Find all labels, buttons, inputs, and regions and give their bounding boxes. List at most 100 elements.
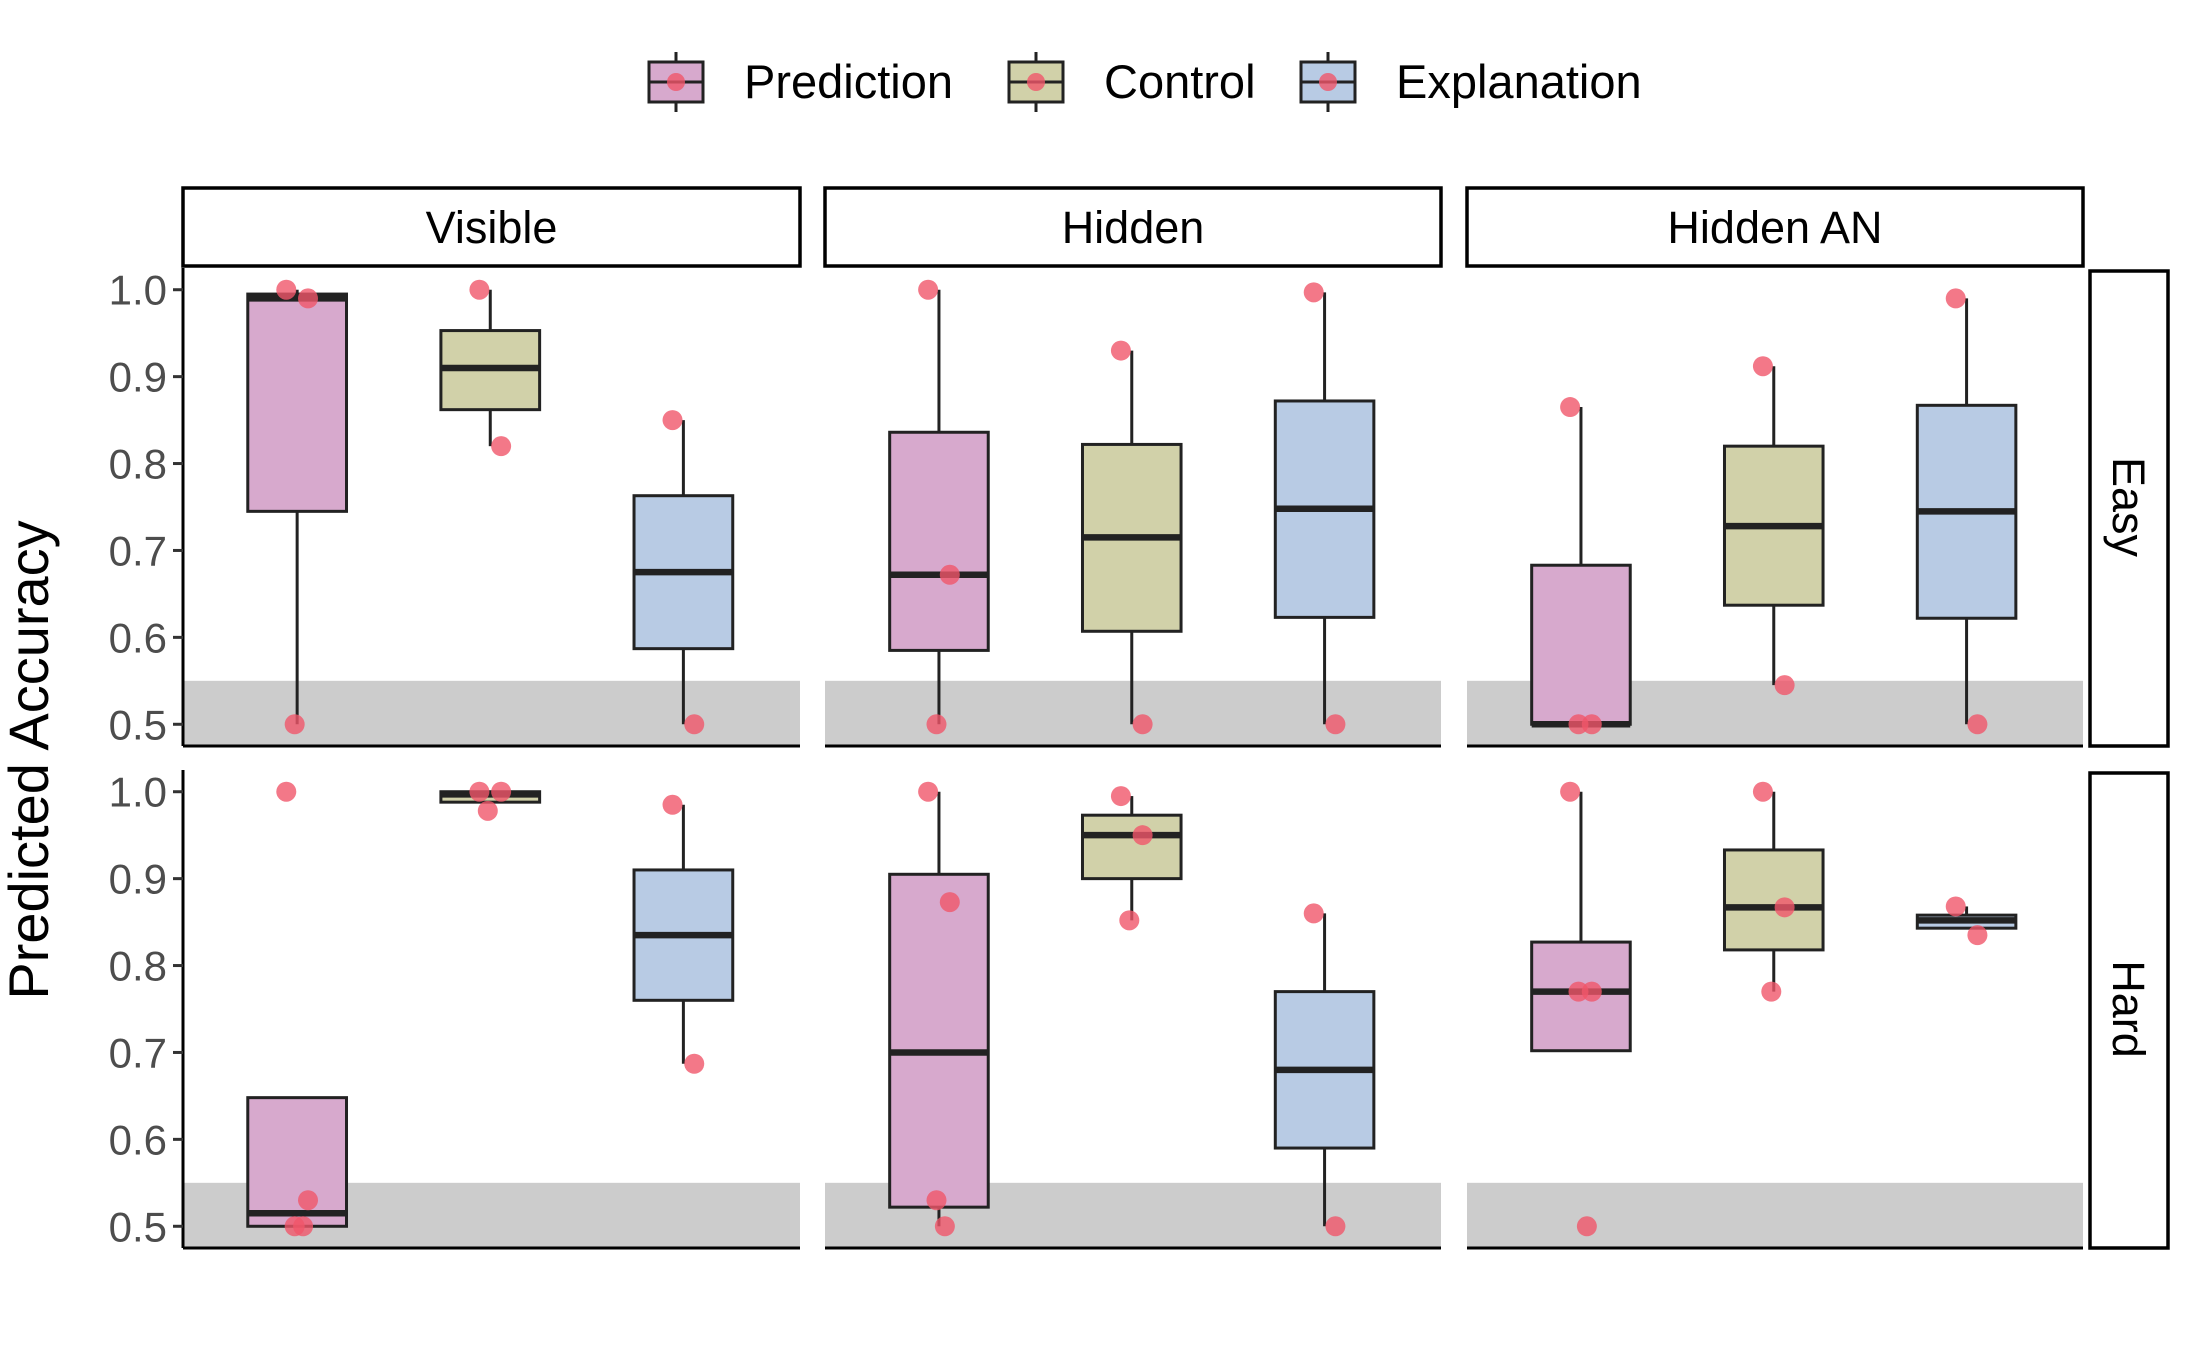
- legend-key-point: [667, 73, 685, 91]
- box-explanation: [1915, 288, 2018, 735]
- box-control: [1722, 356, 1825, 696]
- data-point: [1774, 897, 1795, 918]
- column-strip-hidden: [823, 186, 1443, 268]
- data-point: [918, 279, 939, 300]
- box-control: [1080, 786, 1183, 931]
- panel-hard-hidden: [825, 781, 1441, 1250]
- data-point: [1110, 786, 1131, 807]
- data-point: [276, 279, 297, 300]
- y-tick-label: 0.9: [109, 354, 167, 401]
- data-point: [1945, 288, 1966, 309]
- data-point: [1132, 714, 1153, 735]
- data-point: [1761, 981, 1782, 1002]
- column-strip-label: Hidden: [1062, 202, 1205, 253]
- column-strip-label: Visible: [426, 202, 558, 253]
- chance-shaded-band: [183, 680, 800, 746]
- data-point: [284, 714, 305, 735]
- y-tick-label: 0.8: [109, 943, 167, 990]
- data-point: [939, 564, 960, 585]
- data-point: [298, 288, 319, 309]
- box-prediction: [1530, 397, 1632, 735]
- data-point: [1132, 825, 1153, 846]
- box-explanation: [1273, 282, 1376, 735]
- data-point: [662, 410, 683, 431]
- legend-key-point: [1027, 73, 1045, 91]
- data-point: [1945, 896, 1966, 917]
- row-strip-easy: [2088, 269, 2170, 748]
- data-point: [662, 794, 683, 815]
- box-body: [1530, 563, 1632, 726]
- row-strip-hard: [2088, 771, 2170, 1250]
- data-point: [276, 781, 297, 802]
- box-body: [888, 872, 990, 1209]
- data-point: [1774, 675, 1795, 696]
- box-body: [1722, 848, 1825, 952]
- data-point: [1752, 356, 1773, 377]
- y-tick-label: 0.5: [109, 701, 167, 748]
- data-point: [1325, 1216, 1346, 1237]
- row-strip-label: Hard: [2103, 960, 2154, 1058]
- data-point: [1325, 714, 1346, 735]
- y-tick-label: 0.7: [109, 1029, 167, 1076]
- box-body: [1080, 813, 1183, 881]
- data-point: [469, 781, 490, 802]
- data-point: [298, 1190, 319, 1211]
- panel-easy-hidden-an: [1467, 288, 2083, 748]
- box-explanation: [632, 410, 735, 735]
- box-prediction: [888, 781, 990, 1237]
- data-point: [491, 781, 512, 802]
- panel-easy-visible: 0.5 0.6 0.7 0.8 0.9 1.0: [109, 267, 800, 748]
- box-control: [1080, 340, 1183, 735]
- box-prediction: [246, 279, 349, 735]
- legend-item-control: Control: [1007, 52, 1256, 112]
- row-strip-label: Easy: [2103, 457, 2154, 558]
- data-point: [469, 279, 490, 300]
- box-control: [1722, 781, 1825, 1002]
- y-tick-label: 0.6: [109, 614, 167, 661]
- data-point: [926, 714, 947, 735]
- data-point: [1303, 282, 1324, 303]
- legend-item-prediction: Prediction: [647, 52, 953, 112]
- y-tick-label: 0.6: [109, 1116, 167, 1163]
- column-strip-hidden-an: [1465, 186, 2085, 268]
- box-control: [439, 781, 542, 821]
- data-point: [1752, 781, 1773, 802]
- y-tick-label: 0.5: [109, 1203, 167, 1250]
- y-tick-label: 0.9: [109, 856, 167, 903]
- legend-label: Explanation: [1396, 55, 1642, 108]
- y-tick-label: 1.0: [109, 769, 167, 816]
- box-prediction: [1530, 781, 1632, 1237]
- data-point: [934, 1216, 955, 1237]
- data-point: [1568, 981, 1589, 1002]
- data-point: [684, 714, 705, 735]
- column-strip-label: Hidden AN: [1667, 202, 1882, 253]
- panel-hard-visible: 0.5 0.6 0.7 0.8 0.9 1.0: [109, 769, 800, 1250]
- panel-hard-hidden-an: [1467, 781, 2083, 1250]
- column-strip-visible: [181, 186, 802, 268]
- box-explanation: [1273, 903, 1376, 1237]
- y-tick-label: 0.8: [109, 441, 167, 488]
- data-point: [1303, 903, 1324, 924]
- legend-label: Prediction: [744, 55, 953, 108]
- legend-key-point: [1319, 73, 1337, 91]
- legend-label: Control: [1104, 55, 1256, 108]
- data-point: [1967, 925, 1988, 946]
- data-point: [1119, 910, 1140, 931]
- box-body: [246, 292, 349, 513]
- data-point: [926, 1190, 947, 1211]
- facet-panels: Visible Hidden Hidden ANEasyHard0.50.60.70…: [109, 186, 2170, 1250]
- box-prediction: [888, 279, 990, 735]
- data-point: [939, 892, 960, 913]
- box-explanation: [1915, 896, 2018, 946]
- box-control: [439, 279, 542, 457]
- y-tick-label: 1.0: [109, 267, 167, 314]
- data-point: [1560, 397, 1581, 418]
- data-point: [1110, 340, 1131, 361]
- box-body: [246, 1096, 349, 1228]
- chance-shaded-band: [1467, 1182, 2083, 1248]
- y-tick-label: 0.7: [109, 527, 167, 574]
- data-point: [293, 1216, 314, 1237]
- box-prediction: [246, 781, 349, 1237]
- data-point: [1576, 1216, 1597, 1237]
